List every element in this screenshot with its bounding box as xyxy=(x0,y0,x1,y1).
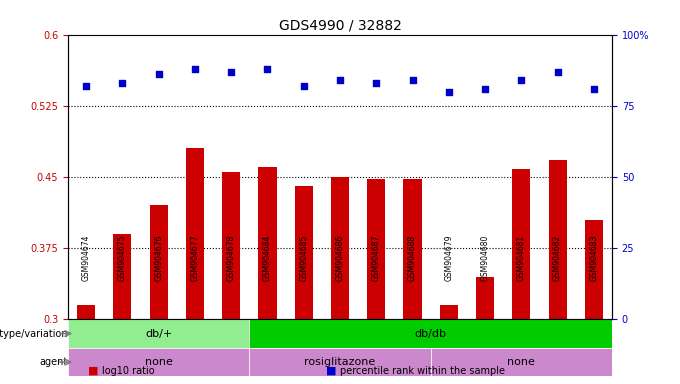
Text: log10 ratio: log10 ratio xyxy=(102,366,154,376)
Point xyxy=(516,77,527,83)
Text: GSM904674: GSM904674 xyxy=(82,235,90,281)
Point xyxy=(407,77,418,83)
Text: GSM904676: GSM904676 xyxy=(154,235,163,281)
Point xyxy=(117,80,128,86)
Bar xyxy=(294,187,313,319)
Text: none: none xyxy=(507,357,535,367)
Text: GSM904686: GSM904686 xyxy=(335,235,345,281)
Point xyxy=(81,83,92,89)
Bar xyxy=(222,172,240,319)
Text: GSM904685: GSM904685 xyxy=(299,235,308,281)
Text: GSM904683: GSM904683 xyxy=(590,235,598,281)
Text: GSM904679: GSM904679 xyxy=(444,235,454,281)
Text: none: none xyxy=(145,357,173,367)
Bar xyxy=(476,276,494,319)
Point xyxy=(299,83,309,89)
Text: db/+: db/+ xyxy=(145,329,172,339)
Text: GSM904682: GSM904682 xyxy=(553,235,562,281)
Text: GSM904675: GSM904675 xyxy=(118,235,127,281)
Point xyxy=(226,68,237,74)
FancyBboxPatch shape xyxy=(250,319,612,348)
Bar xyxy=(549,160,566,319)
Point xyxy=(153,71,164,78)
Point xyxy=(479,86,490,92)
Bar xyxy=(367,179,386,319)
Bar xyxy=(186,149,204,319)
Point xyxy=(588,86,599,92)
Bar xyxy=(512,169,530,319)
Text: db/db: db/db xyxy=(415,329,447,339)
Point xyxy=(443,88,454,94)
Point xyxy=(552,68,563,74)
FancyBboxPatch shape xyxy=(430,348,612,376)
Bar xyxy=(403,179,422,319)
Point xyxy=(371,80,381,86)
Text: GSM904688: GSM904688 xyxy=(408,235,417,281)
Text: GSM904680: GSM904680 xyxy=(481,235,490,281)
Text: GSM904684: GSM904684 xyxy=(263,235,272,281)
Text: percentile rank within the sample: percentile rank within the sample xyxy=(340,366,505,376)
Bar xyxy=(150,205,168,319)
Text: GSM904687: GSM904687 xyxy=(372,235,381,281)
Bar xyxy=(440,305,458,319)
Bar xyxy=(331,177,349,319)
Bar xyxy=(77,305,95,319)
Bar xyxy=(585,220,603,319)
Text: ■: ■ xyxy=(326,366,337,376)
Text: rosiglitazone: rosiglitazone xyxy=(305,357,375,367)
Text: GSM904678: GSM904678 xyxy=(226,235,236,281)
Text: GSM904677: GSM904677 xyxy=(190,235,199,281)
FancyBboxPatch shape xyxy=(68,348,250,376)
Title: GDS4990 / 32882: GDS4990 / 32882 xyxy=(279,18,401,32)
Text: ■: ■ xyxy=(88,366,99,376)
Text: genotype/variation: genotype/variation xyxy=(0,329,68,339)
Text: GSM904681: GSM904681 xyxy=(517,235,526,281)
FancyBboxPatch shape xyxy=(68,319,250,348)
Point xyxy=(190,66,201,72)
Point xyxy=(335,77,345,83)
Text: agent: agent xyxy=(39,357,68,367)
FancyBboxPatch shape xyxy=(250,348,430,376)
Point xyxy=(262,66,273,72)
Bar xyxy=(114,234,131,319)
Bar xyxy=(258,167,277,319)
